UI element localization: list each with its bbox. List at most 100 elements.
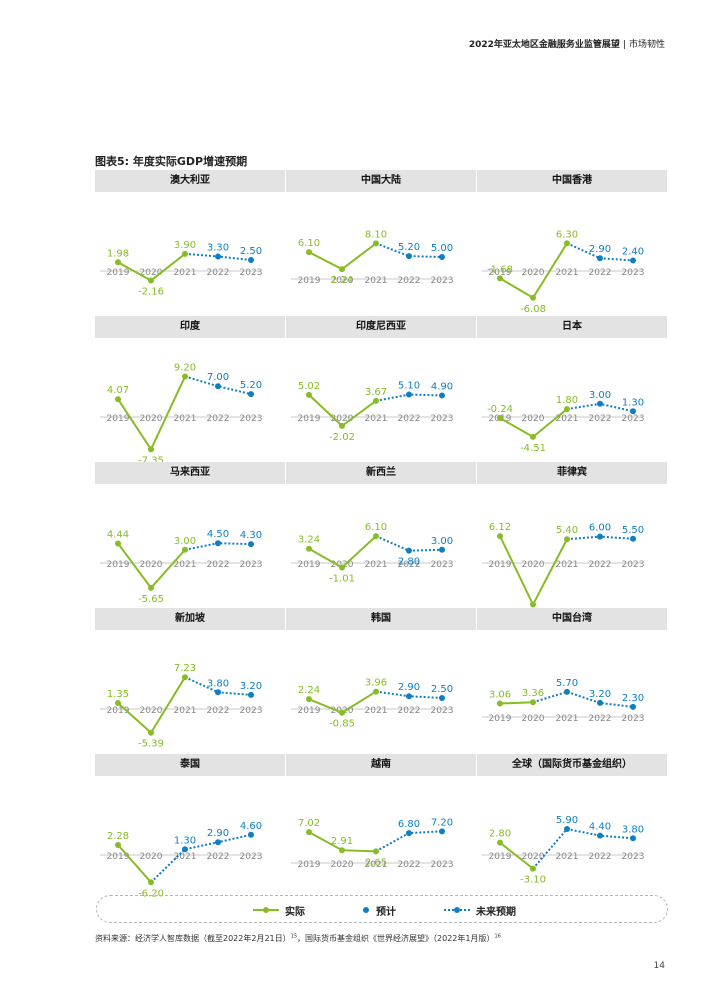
data-label: 1.30 xyxy=(622,397,644,408)
forecast-point xyxy=(439,392,445,399)
x-tick-label: 2019 xyxy=(298,706,321,716)
forecast-point xyxy=(215,689,221,696)
data-label: 2.90 xyxy=(398,682,420,693)
actual-point xyxy=(564,240,570,247)
data-label: 1.80 xyxy=(556,395,578,406)
data-label: 4.30 xyxy=(240,530,262,541)
x-tick-label: 2020 xyxy=(522,560,545,570)
x-tick-label: 2019 xyxy=(298,414,321,424)
chart-panel: 新加坡 2019 2020 2021 2022 2023 1.35 -5.39 7.23 3.80… xyxy=(95,608,285,750)
x-tick-label: 2019 xyxy=(489,714,512,724)
line-chart: 2019 2020 2021 2022 2023 1.35 -5.39 7.23 3.80 3.2… xyxy=(100,663,262,750)
forecast-point xyxy=(630,703,636,710)
chart-panel: 中国大陆 2019 2020 2021 2022 2023 6.10 2.24 8.10 5.20… xyxy=(286,170,476,310)
section-name: 市场韧性 xyxy=(628,40,665,50)
line-chart: 201920202021202220232.24-0.853.962.902.5… xyxy=(291,678,453,730)
actual-point xyxy=(306,545,312,552)
line-chart: 20192020202120222023-0.24-4.511.803.001.… xyxy=(482,390,645,454)
x-tick-label: 2020 xyxy=(140,852,163,862)
forecast-point xyxy=(630,408,636,415)
actual-point xyxy=(115,700,121,707)
source-text-1: 资料来源：经济学人智库数据（截至2022年2月21日） xyxy=(95,934,291,943)
actual-point xyxy=(373,397,379,404)
x-tick-label: 2021 xyxy=(556,560,579,570)
actual-point xyxy=(306,829,312,836)
data-label: 5.20 xyxy=(240,380,262,391)
forecast-series-line xyxy=(150,833,252,883)
data-label: 6.00 xyxy=(589,523,611,534)
line-chart: 2019 2020 2021 2022 2023 4.07 -7.35 9.20 7.00 5.2… xyxy=(100,363,262,466)
data-label: 6.12 xyxy=(489,522,511,533)
forecast-point xyxy=(248,831,254,838)
forecast-point xyxy=(439,695,445,701)
x-tick-label: 2023 xyxy=(622,852,645,862)
line-chart: 2019 2020 2021 2022 2023 3.06 3.36 5.70 3.20 2.30 xyxy=(482,678,644,724)
data-label: 5.90 xyxy=(556,815,578,826)
x-tick-label: 2022 xyxy=(398,276,421,286)
data-label: 3.96 xyxy=(365,678,387,689)
forecast-point xyxy=(630,535,636,542)
forecast-point xyxy=(630,835,636,842)
data-label: 5.20 xyxy=(398,242,420,253)
forecast-point xyxy=(215,540,221,547)
forecast-point xyxy=(439,828,445,835)
panel-title: 新加坡 xyxy=(95,608,285,630)
data-label: 2.40 xyxy=(622,246,644,257)
legend-future-swatch xyxy=(444,907,470,913)
x-tick-label: 2019 xyxy=(107,560,130,570)
data-label: -1.01 xyxy=(329,573,355,584)
data-label: 2.91 xyxy=(331,836,353,847)
data-label: 2.50 xyxy=(240,246,262,257)
x-tick-label: 2021 xyxy=(174,560,197,570)
data-label: 5.50 xyxy=(622,525,644,536)
actual-series-line xyxy=(499,701,534,705)
line-chart: 2019 2020 2021 2022 2023 -1.68 -6.08 6.30 2.90 2.… xyxy=(482,229,644,315)
data-label: 4.90 xyxy=(431,381,453,392)
actual-point xyxy=(373,688,379,695)
data-label: 3.06 xyxy=(489,690,511,701)
actual-point xyxy=(373,848,379,855)
x-tick-label: 2022 xyxy=(589,852,612,862)
x-tick-label: 2023 xyxy=(240,560,263,570)
data-label: -2.16 xyxy=(138,287,164,298)
line-chart: 2019 2020 2021 2022 2023 7.02 2.91 2.65 6.80 7.20 xyxy=(291,817,453,870)
data-label: 7.20 xyxy=(431,817,453,828)
forecast-point xyxy=(215,253,221,260)
data-label: 3.90 xyxy=(174,240,196,251)
x-tick-label: 2022 xyxy=(589,560,612,570)
x-tick-label: 2021 xyxy=(365,560,388,570)
data-label: 2.90 xyxy=(207,828,229,839)
forecast-point xyxy=(564,688,570,695)
data-label: 6.10 xyxy=(298,238,320,249)
x-tick-label: 2021 xyxy=(365,706,388,716)
forecast-point xyxy=(597,400,603,407)
x-tick-label: 2019 xyxy=(489,852,512,862)
forecast-point xyxy=(439,254,445,260)
chart-panel: 中国香港 2019 2020 2021 2022 2023 -1.68 -6.08 6.30 2.… xyxy=(477,170,667,315)
x-tick-label: 2023 xyxy=(240,268,263,278)
x-tick-label: 2023 xyxy=(622,414,645,424)
actual-point xyxy=(115,841,121,848)
actual-point xyxy=(497,700,503,707)
actual-point xyxy=(148,277,154,284)
data-label: 3.36 xyxy=(522,688,544,699)
chart-panel: 越南 2019 2020 2021 2022 2023 7.02 2.91 2.65 6.80 7.… xyxy=(286,754,476,894)
panel-title: 中国香港 xyxy=(477,170,667,192)
x-tick-label: 2021 xyxy=(556,268,579,278)
actual-series-line xyxy=(117,676,186,735)
data-label: 3.30 xyxy=(207,242,229,253)
x-tick-label: 2021 xyxy=(365,276,388,286)
x-tick-label: 2021 xyxy=(365,414,388,424)
x-tick-label: 2022 xyxy=(589,714,612,724)
actual-point xyxy=(339,709,345,716)
forecast-point xyxy=(630,257,636,264)
panel-title: 中国台湾 xyxy=(477,608,667,630)
forecast-point xyxy=(248,691,254,698)
chart-panel: 菲律宾201920202021202220236.12-9.445.406.00… xyxy=(477,462,667,622)
x-tick-label: 2019 xyxy=(107,852,130,862)
data-label: 3.24 xyxy=(298,535,320,546)
actual-point xyxy=(564,406,570,413)
actual-point xyxy=(148,879,154,886)
forecast-point xyxy=(215,839,221,846)
x-tick-label: 2022 xyxy=(398,414,421,424)
